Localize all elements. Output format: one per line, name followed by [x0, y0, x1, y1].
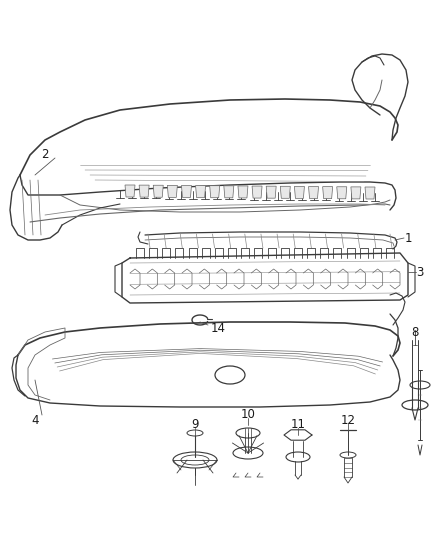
Polygon shape: [294, 187, 304, 198]
Polygon shape: [181, 185, 191, 197]
Polygon shape: [323, 187, 332, 199]
Text: 9: 9: [191, 418, 199, 432]
Text: 1: 1: [404, 231, 412, 245]
Polygon shape: [351, 187, 361, 199]
Polygon shape: [167, 185, 177, 197]
Text: 8: 8: [411, 327, 419, 340]
Polygon shape: [365, 187, 375, 199]
Polygon shape: [210, 185, 220, 198]
Text: 3: 3: [416, 265, 424, 279]
Text: 10: 10: [240, 408, 255, 422]
Polygon shape: [308, 187, 318, 198]
Polygon shape: [266, 186, 276, 198]
Polygon shape: [139, 185, 149, 197]
Polygon shape: [238, 186, 248, 198]
Text: 12: 12: [340, 414, 356, 426]
Text: 4: 4: [31, 414, 39, 426]
Polygon shape: [125, 185, 135, 197]
Text: 2: 2: [41, 149, 49, 161]
Polygon shape: [252, 186, 262, 198]
Polygon shape: [196, 185, 205, 198]
Text: 11: 11: [290, 418, 305, 432]
Text: 14: 14: [211, 321, 226, 335]
Polygon shape: [153, 185, 163, 197]
Polygon shape: [224, 186, 234, 198]
Polygon shape: [280, 187, 290, 198]
Polygon shape: [337, 187, 347, 199]
